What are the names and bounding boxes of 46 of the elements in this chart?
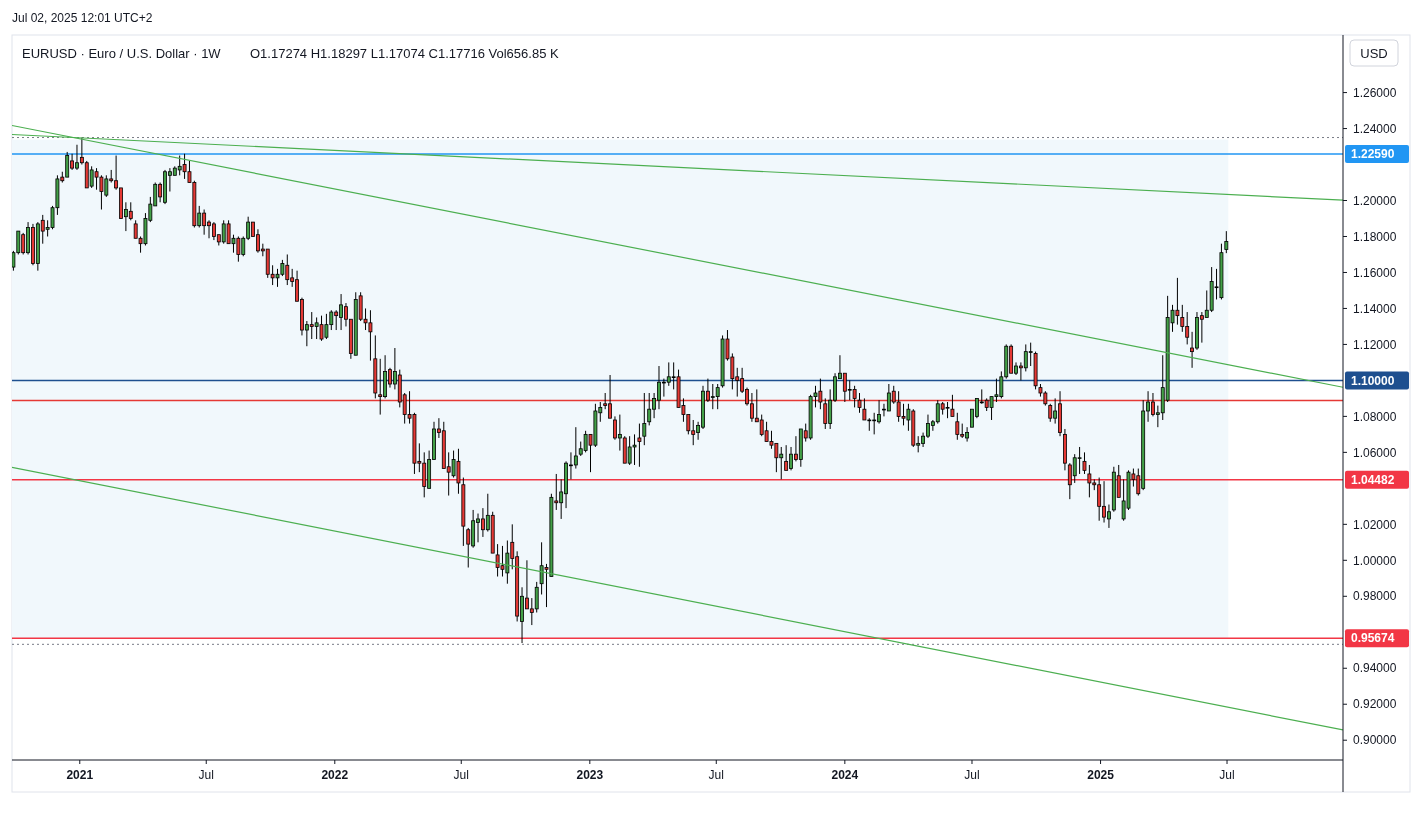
ref-line-label: 1.04482	[1351, 472, 1395, 487]
candlestick	[534, 581, 539, 613]
x-tick-label: 2023	[576, 768, 604, 782]
y-tick-label: 1.14000	[1353, 301, 1397, 316]
candlestick	[1077, 446, 1082, 475]
x-tick-label: 2021	[66, 768, 94, 782]
y-tick-label: 0.98000	[1353, 589, 1397, 604]
x-tick-label: 2025	[1087, 768, 1115, 782]
y-axis-title: USD	[1360, 45, 1388, 61]
x-tick-label: Jul	[964, 768, 980, 782]
candlestick	[1087, 464, 1092, 498]
y-tick-label: 0.94000	[1353, 661, 1397, 676]
text: O1.17274 H1.18297 L1.17074 C1.17716 Vol656.85 K	[250, 45, 559, 61]
candlestick	[955, 412, 960, 441]
candlestick	[1224, 230, 1229, 254]
y-tick-label: 1.26000	[1353, 85, 1397, 100]
candlestick	[642, 392, 647, 446]
x-tick-label: Jul	[1219, 768, 1235, 782]
candlestick	[637, 423, 642, 468]
y-tick-label: 1.12000	[1353, 337, 1397, 352]
candlestick	[715, 383, 720, 410]
candlestick	[647, 392, 652, 426]
y-tick-label: 1.24000	[1353, 121, 1397, 136]
y-tick-label: 1.16000	[1353, 265, 1397, 280]
ref-line-label: 1.22590	[1351, 147, 1395, 162]
y-tick-label: 1.02000	[1353, 517, 1397, 532]
x-tick-label: Jul	[198, 768, 214, 782]
y-tick-label: 0.92000	[1353, 697, 1397, 712]
ref-line-label: 1.10000	[1351, 373, 1395, 388]
x-tick-label: 2022	[321, 768, 349, 782]
candlestick	[573, 426, 578, 470]
candlestick	[784, 444, 789, 471]
y-tick-label: 1.18000	[1353, 229, 1397, 244]
y-tick-label: 0.90000	[1353, 733, 1397, 748]
y-tick-label: 1.20000	[1353, 193, 1397, 208]
x-tick-label: 2024	[831, 768, 859, 782]
y-tick-label: 1.08000	[1353, 409, 1397, 424]
text: EURUSD · Euro / U.S. Dollar · 1W	[22, 45, 222, 61]
text: Jul 02, 2025 12:01 UTC+2	[12, 11, 153, 26]
y-tick-label: 1.06000	[1353, 445, 1397, 460]
ref-line-label: 0.95674	[1351, 631, 1395, 646]
candlestick	[1028, 342, 1033, 367]
y-tick-label: 1.00000	[1353, 553, 1397, 568]
candlestick	[1082, 451, 1087, 475]
x-tick-label: Jul	[708, 768, 724, 782]
x-tick-label: Jul	[453, 768, 469, 782]
